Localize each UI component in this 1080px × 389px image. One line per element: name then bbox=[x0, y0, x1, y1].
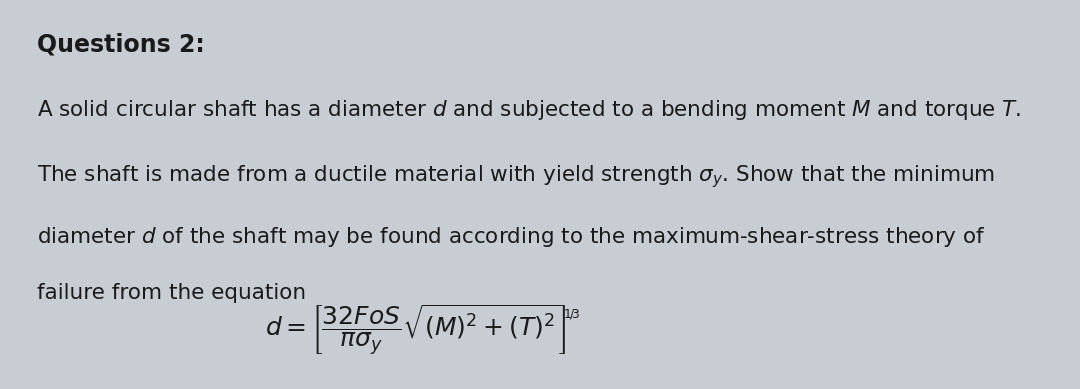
Text: A solid circular shaft has a diameter $d$ and subjected to a bending moment $M$ : A solid circular shaft has a diameter $d… bbox=[37, 98, 1022, 122]
Text: Questions 2:: Questions 2: bbox=[37, 32, 205, 56]
Text: diameter $d$ of the shaft may be found according to the maximum-shear-stress the: diameter $d$ of the shaft may be found a… bbox=[37, 225, 986, 249]
Text: The shaft is made from a ductile material with yield strength $\sigma_y$. Show t: The shaft is made from a ductile materia… bbox=[37, 164, 996, 190]
Text: $d = \left[\dfrac{32FoS}{\pi\sigma_y}\sqrt{(M)^2+(T)^2}\right]^{\!\!^{1\!/\!3}}$: $d = \left[\dfrac{32FoS}{\pi\sigma_y}\sq… bbox=[265, 303, 580, 358]
Text: failure from the equation: failure from the equation bbox=[37, 283, 307, 303]
